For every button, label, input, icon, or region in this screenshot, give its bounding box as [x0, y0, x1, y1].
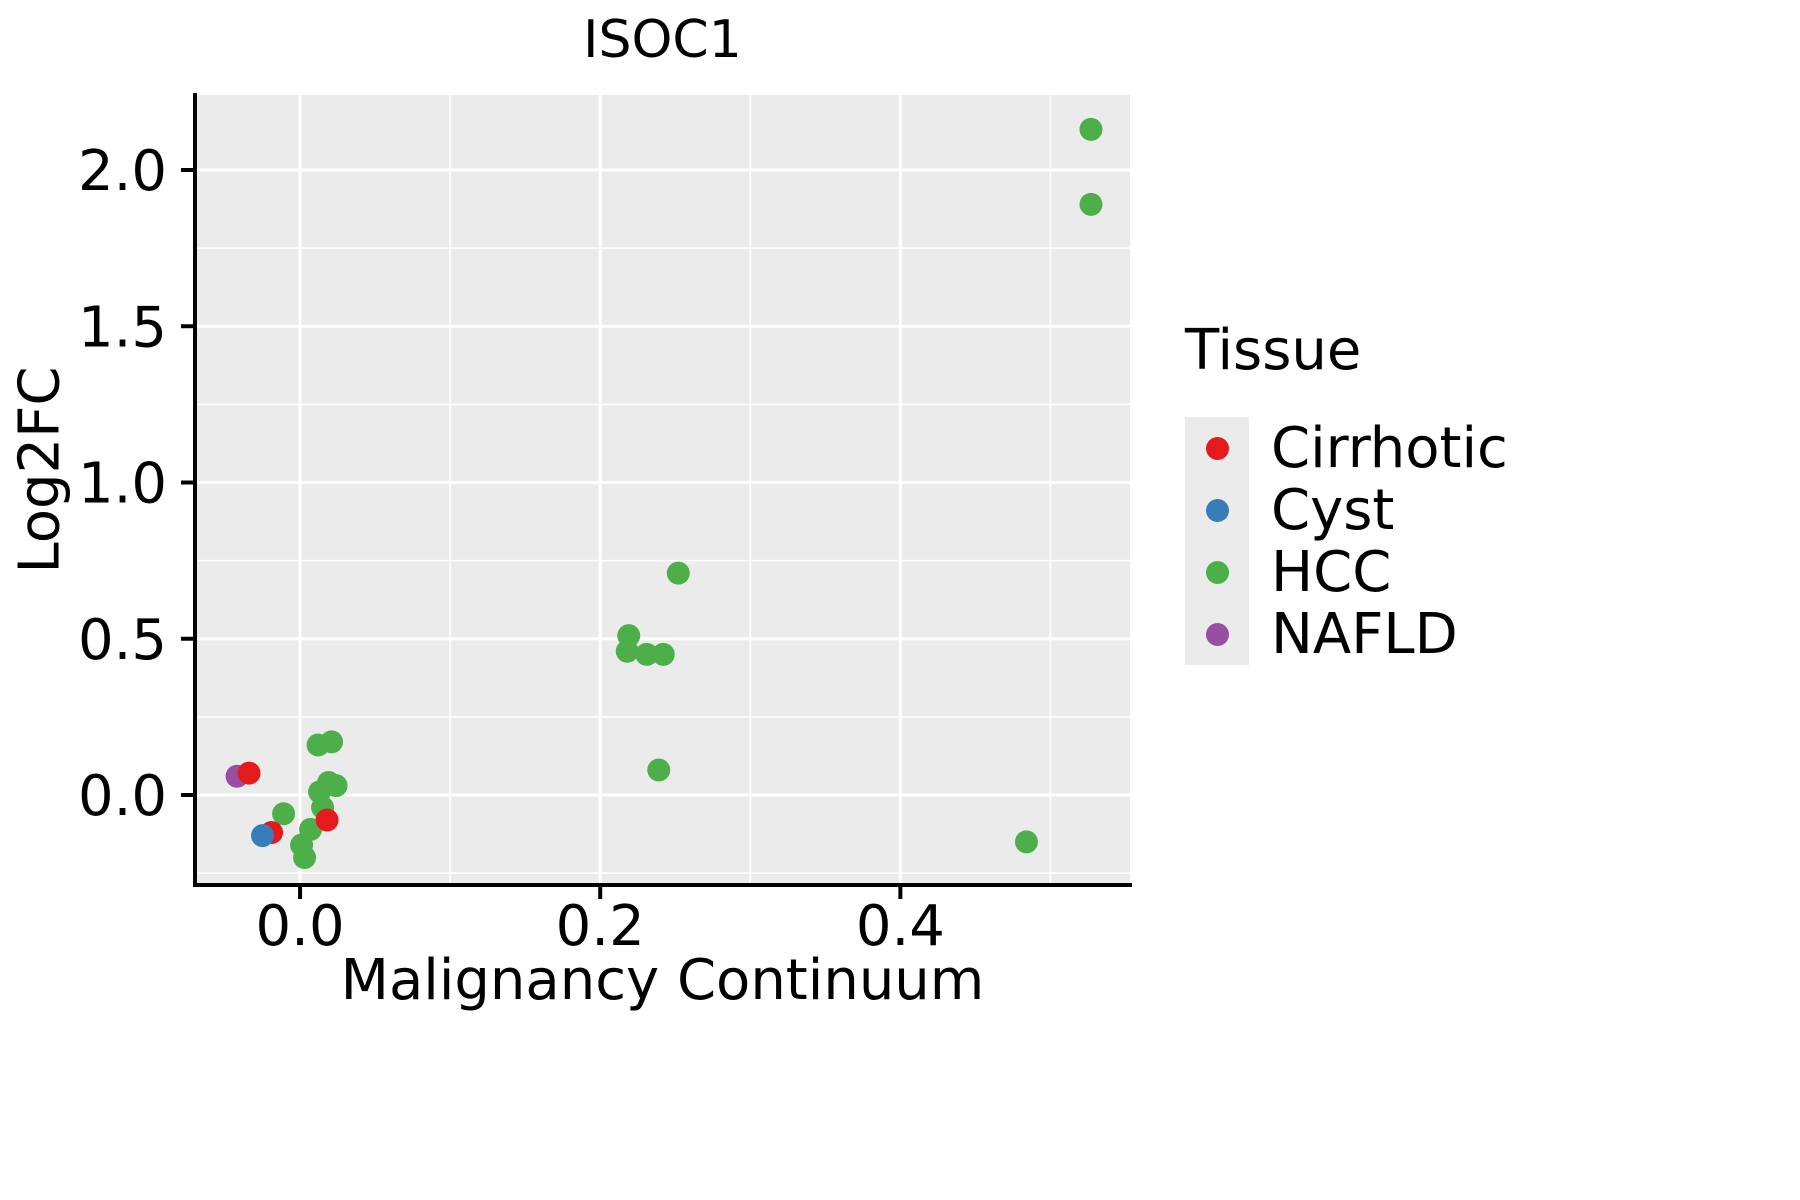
data-point-hcc: [320, 730, 344, 754]
data-point-hcc: [324, 774, 348, 798]
data-point-hcc: [1079, 192, 1103, 216]
legend-label: Cirrhotic: [1271, 415, 1508, 481]
legend-item-cirrhotic: Cirrhotic: [1185, 415, 1508, 481]
y-tick-label: 2.0: [78, 139, 167, 204]
data-point-hcc: [293, 846, 317, 869]
data-point-hcc: [1014, 830, 1038, 854]
x-tick-label: 0.4: [856, 894, 945, 959]
legend-items: Cirrhotic Cyst HCC NAFLD: [1185, 415, 1508, 667]
x-tick-label: 0.0: [256, 894, 345, 959]
legend-label: HCC: [1271, 539, 1392, 605]
data-point-hcc: [647, 758, 671, 782]
legend-label: NAFLD: [1271, 601, 1458, 667]
legend-key: [1185, 541, 1249, 603]
y-tick-label: 1.5: [78, 295, 167, 360]
x-axis-label: Malignancy Continuum: [340, 948, 985, 1013]
chart-title: ISOC1: [583, 10, 742, 70]
data-point-hcc: [666, 561, 690, 585]
y-tick-label: 0.5: [78, 608, 167, 673]
y-axis-label: Log2FC: [7, 366, 73, 574]
plot-panel: [195, 95, 1130, 885]
data-point-hcc: [651, 642, 675, 666]
legend-item-nafld: NAFLD: [1185, 601, 1508, 667]
legend-key: [1185, 603, 1249, 665]
data-point-hcc: [635, 642, 659, 666]
legend-key: [1185, 479, 1249, 541]
data-point-cirrhotic: [315, 808, 339, 832]
legend-dot-icon: [1205, 498, 1229, 522]
data-point-hcc: [1079, 117, 1103, 141]
data-point-cyst: [251, 824, 275, 848]
data-point-cirrhotic: [237, 761, 261, 785]
data-point-hcc: [615, 639, 639, 663]
x-tick-label: 0.2: [556, 894, 645, 959]
y-tick-label: 0.0: [78, 764, 167, 829]
legend-title: Tissue: [1185, 318, 1362, 383]
legend: Tissue Cirrhotic Cyst HCC NAFLD: [1185, 318, 1508, 667]
y-tick-label: 1.0: [78, 452, 167, 517]
data-point-hcc: [272, 802, 296, 826]
legend-label: Cyst: [1271, 477, 1395, 543]
legend-dot-icon: [1205, 622, 1229, 646]
legend-dot-icon: [1205, 436, 1229, 460]
legend-dot-icon: [1205, 560, 1229, 584]
legend-key: [1185, 417, 1249, 479]
legend-item-hcc: HCC: [1185, 539, 1508, 605]
legend-item-cyst: Cyst: [1185, 477, 1508, 543]
